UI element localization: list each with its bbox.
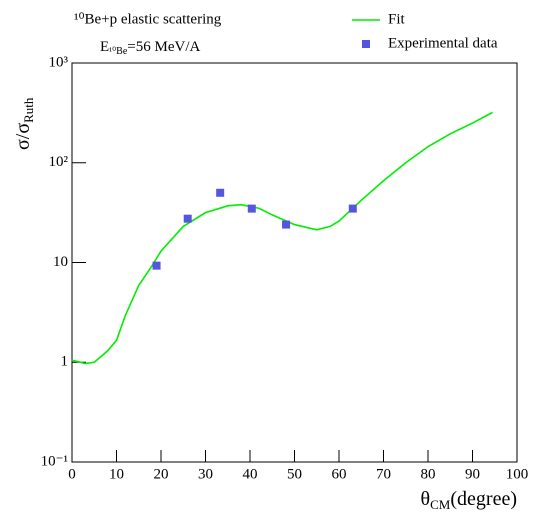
x-tick-label: 60 (332, 466, 347, 482)
legend-label: Experimental data (388, 35, 498, 51)
x-tick-label: 30 (198, 466, 213, 482)
y-tick-label: 10³ (49, 54, 69, 70)
x-tick-label: 10 (109, 466, 124, 482)
data-point (152, 261, 161, 270)
annotation-text: =56 MeV/A (127, 39, 200, 55)
annotation: E¹⁰Be=56 MeV/A (100, 39, 201, 57)
x-tick-label: 70 (376, 466, 391, 482)
x-tick-label: 0 (68, 466, 76, 482)
y-label-main: σ/σ (12, 123, 34, 150)
x-tick-label: 20 (154, 466, 169, 482)
y-tick-label: 10 (53, 254, 68, 270)
data-point (216, 188, 225, 197)
x-label-sub: CM (430, 497, 451, 512)
y-axis-label: σ/σRuth (12, 97, 36, 150)
data-point (247, 204, 256, 213)
legend-swatch (362, 40, 370, 48)
legend-label: Fit (388, 11, 406, 27)
data-point (348, 204, 357, 213)
y-tick-label: 1 (61, 354, 69, 370)
y-tick-label: 10⁻¹ (41, 453, 68, 469)
x-tick-label: 90 (465, 466, 480, 482)
data-point (282, 220, 291, 229)
x-label-main: θ (421, 488, 431, 510)
annotation-symbol: E (100, 39, 109, 55)
y-label-sub: Ruth (21, 97, 36, 123)
y-tick-label: 10² (49, 154, 69, 170)
x-label-suffix: (degree) (450, 488, 517, 510)
chart-title: ¹⁰Be+p elastic scattering (74, 11, 222, 27)
x-tick-label: 40 (243, 466, 258, 482)
x-axis-label: θCM(degree) (421, 488, 517, 512)
data-point (183, 214, 192, 223)
annotation-subscript: ¹⁰Be (109, 46, 128, 57)
x-tick-label: 100 (506, 466, 529, 482)
x-tick-label: 80 (421, 466, 436, 482)
x-tick-label: 50 (287, 466, 302, 482)
